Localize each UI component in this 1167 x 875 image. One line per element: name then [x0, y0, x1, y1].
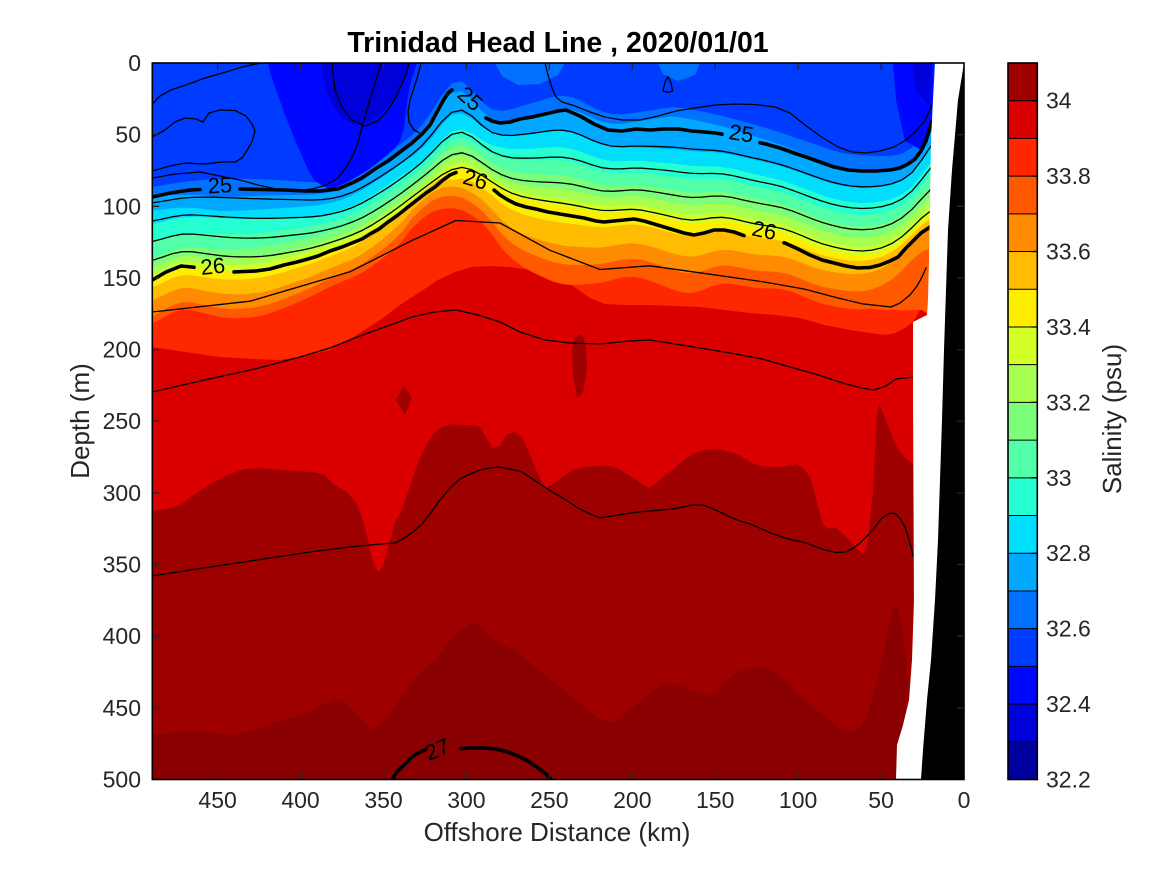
svg-text:200: 200	[613, 787, 651, 813]
svg-text:300: 300	[447, 787, 485, 813]
svg-text:450: 450	[198, 787, 236, 813]
svg-text:32.2: 32.2	[1046, 767, 1091, 793]
svg-text:200: 200	[103, 337, 141, 363]
svg-text:33.4: 33.4	[1046, 314, 1091, 340]
svg-text:250: 250	[530, 787, 568, 813]
svg-text:25: 25	[207, 172, 233, 198]
svg-text:250: 250	[103, 408, 141, 434]
svg-text:350: 350	[103, 552, 141, 578]
svg-text:34: 34	[1046, 88, 1072, 114]
svg-text:33.2: 33.2	[1046, 389, 1091, 415]
svg-text:400: 400	[103, 623, 141, 649]
svg-text:32.4: 32.4	[1046, 691, 1091, 717]
svg-text:Salinity (psu): Salinity (psu)	[1097, 344, 1127, 494]
svg-text:Depth (m): Depth (m)	[65, 363, 95, 479]
svg-text:300: 300	[103, 480, 141, 506]
svg-text:32.8: 32.8	[1046, 540, 1091, 566]
svg-text:100: 100	[103, 193, 141, 219]
svg-text:50: 50	[115, 122, 141, 148]
svg-text:350: 350	[364, 787, 402, 813]
svg-text:450: 450	[103, 695, 141, 721]
svg-text:33: 33	[1046, 465, 1072, 491]
svg-text:26: 26	[750, 216, 779, 246]
svg-text:25: 25	[727, 119, 755, 148]
svg-text:400: 400	[281, 787, 319, 813]
svg-text:0: 0	[958, 787, 971, 813]
svg-text:33.8: 33.8	[1046, 163, 1091, 189]
svg-text:32.6: 32.6	[1046, 616, 1091, 642]
svg-text:33.6: 33.6	[1046, 239, 1091, 265]
svg-text:500: 500	[103, 767, 141, 793]
svg-text:0: 0	[128, 50, 141, 76]
svg-text:150: 150	[103, 265, 141, 291]
svg-text:100: 100	[779, 787, 817, 813]
svg-text:26: 26	[199, 253, 226, 280]
svg-text:50: 50	[868, 787, 894, 813]
svg-text:Offshore Distance (km): Offshore Distance (km)	[424, 817, 691, 847]
svg-text:150: 150	[696, 787, 734, 813]
svg-text:Trinidad Head Line , 2020/01/0: Trinidad Head Line , 2020/01/01	[347, 27, 768, 59]
